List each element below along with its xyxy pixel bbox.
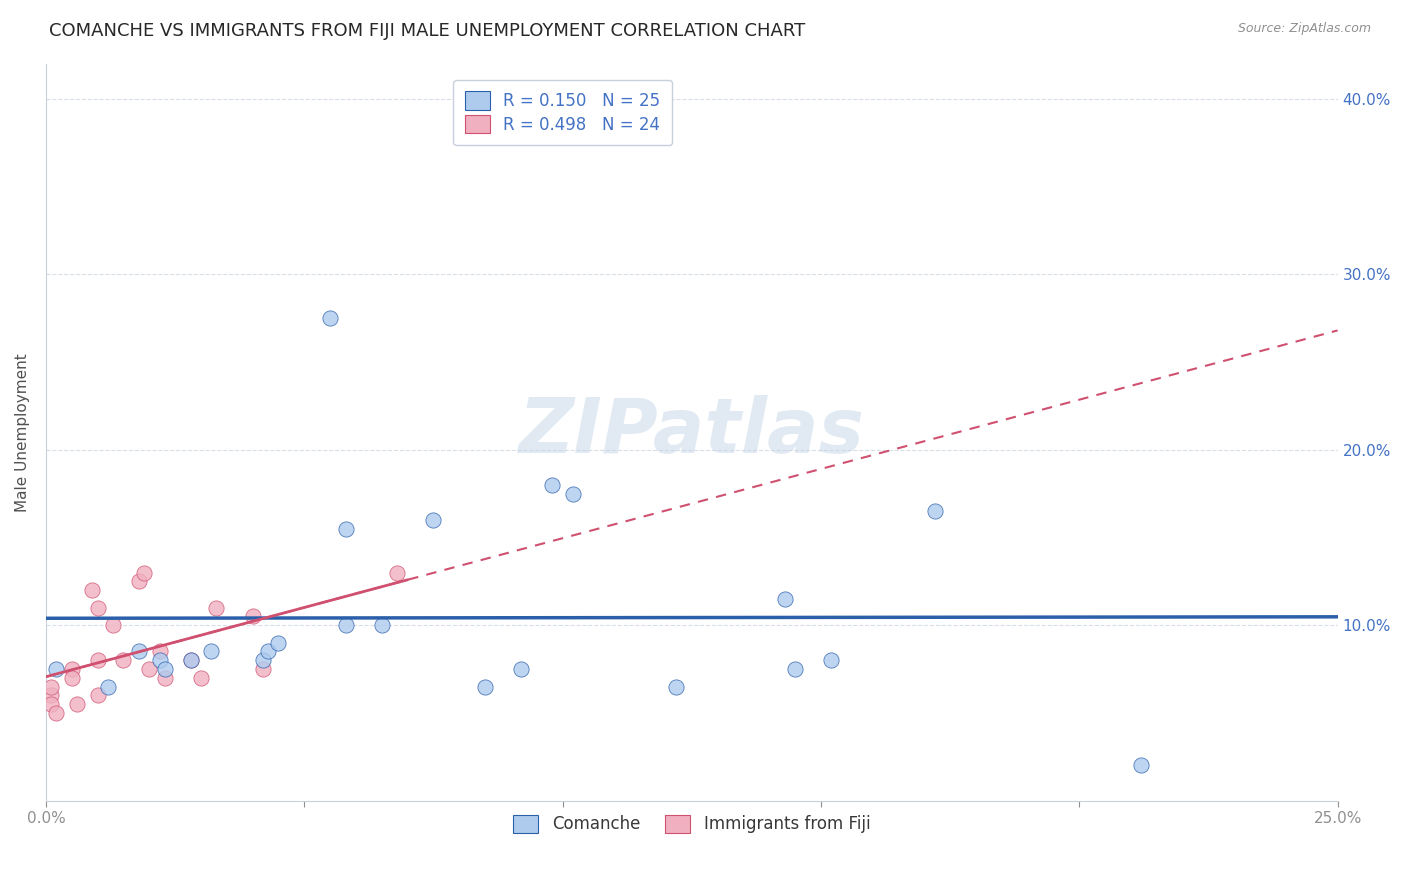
Point — [474, 680, 496, 694]
Y-axis label: Male Unemployment: Male Unemployment — [15, 353, 30, 512]
Point — [200, 644, 222, 658]
Point — [252, 662, 274, 676]
Point — [1130, 758, 1153, 772]
Point — [149, 644, 172, 658]
Point — [138, 662, 160, 676]
Text: COMANCHE VS IMMIGRANTS FROM FIJI MALE UNEMPLOYMENT CORRELATION CHART: COMANCHE VS IMMIGRANTS FROM FIJI MALE UN… — [49, 22, 806, 40]
Point — [820, 653, 842, 667]
Point — [82, 583, 104, 598]
Point — [387, 566, 409, 580]
Point — [180, 653, 202, 667]
Text: ZIPatlas: ZIPatlas — [519, 395, 865, 469]
Point — [153, 671, 176, 685]
Point — [252, 653, 274, 667]
Point — [785, 662, 807, 676]
Point — [128, 574, 150, 589]
Point — [267, 636, 290, 650]
Point — [149, 653, 172, 667]
Point — [97, 680, 120, 694]
Point — [45, 706, 67, 720]
Point — [101, 618, 124, 632]
Point — [371, 618, 394, 632]
Point — [66, 697, 89, 711]
Point — [205, 600, 228, 615]
Point — [39, 680, 62, 694]
Point — [190, 671, 212, 685]
Text: Source: ZipAtlas.com: Source: ZipAtlas.com — [1237, 22, 1371, 36]
Point — [60, 671, 83, 685]
Point — [86, 653, 108, 667]
Point — [422, 513, 444, 527]
Point — [39, 689, 62, 703]
Point — [541, 478, 564, 492]
Point — [562, 486, 585, 500]
Point — [134, 566, 156, 580]
Point — [319, 311, 342, 326]
Point — [180, 653, 202, 667]
Point — [335, 618, 357, 632]
Point — [924, 504, 946, 518]
Point — [773, 591, 796, 606]
Point — [128, 644, 150, 658]
Point — [60, 662, 83, 676]
Point — [45, 662, 67, 676]
Point — [510, 662, 533, 676]
Point — [257, 644, 280, 658]
Point — [39, 697, 62, 711]
Point — [665, 680, 688, 694]
Point — [86, 689, 108, 703]
Point — [86, 600, 108, 615]
Point — [112, 653, 135, 667]
Point — [335, 522, 357, 536]
Legend: Comanche, Immigrants from Fiji: Comanche, Immigrants from Fiji — [506, 808, 877, 840]
Point — [242, 609, 264, 624]
Point — [153, 662, 176, 676]
